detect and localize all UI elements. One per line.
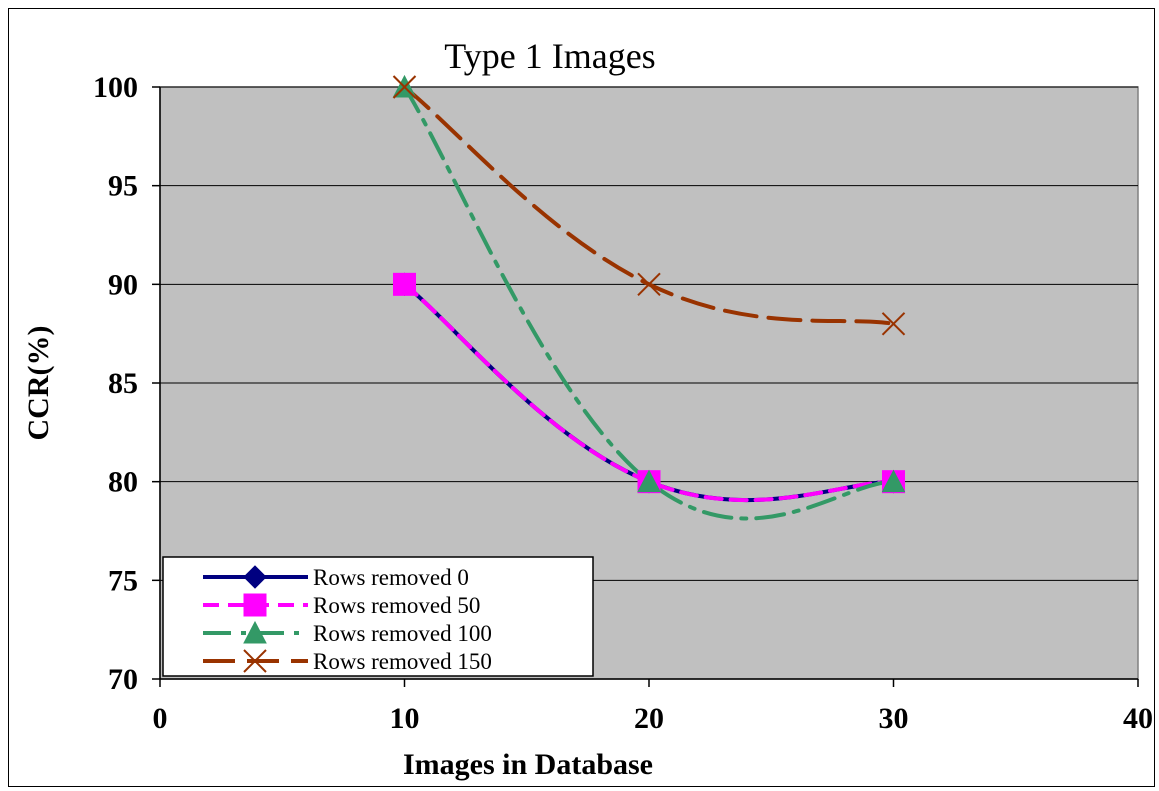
legend-label-2: Rows removed 100 — [313, 621, 492, 646]
series-3-point-1 — [637, 272, 661, 297]
y-tick-label: 100 — [93, 71, 138, 104]
series-1-point-0 — [393, 272, 416, 296]
legend-label-0: Rows removed 0 — [313, 565, 469, 590]
legend-swatch-marker-1 — [243, 593, 267, 617]
legend-swatch-marker-2 — [243, 620, 267, 644]
series-line-2 — [402, 85, 896, 521]
series-markers — [392, 74, 906, 494]
legend-swatch-marker-0 — [243, 565, 267, 589]
marker-stroke — [881, 312, 906, 336]
legend-label-3: Rows removed 150 — [313, 649, 492, 674]
y-tick-label: 90 — [108, 268, 138, 301]
x-axis-title: Images in Database — [403, 748, 653, 781]
series-2-point-1 — [637, 469, 661, 493]
marker-stroke — [637, 272, 661, 297]
x-tick-label: 0 — [153, 702, 168, 735]
marker-stroke — [392, 75, 417, 99]
y-tick-label: 75 — [108, 564, 138, 597]
x-tick-label: 10 — [390, 702, 420, 735]
y-tick-label: 85 — [108, 367, 138, 400]
series-3-point-2 — [881, 312, 906, 336]
series-3-point-0 — [392, 75, 417, 99]
legend-swatch-marker-3 — [243, 649, 267, 673]
x-tick-label: 30 — [879, 702, 909, 735]
y-tick-label: 70 — [108, 663, 138, 696]
axes — [152, 86, 1139, 687]
tick-labels: 70 75 80 85 90 95 100 0 10 20 30 40 — [93, 71, 1153, 735]
legend: Rows removed 0 Rows removed 50 Rows remove… — [162, 556, 594, 677]
series-2-point-2 — [881, 469, 906, 493]
y-axis-title: CCR(%) — [22, 326, 55, 441]
x-tick-label: 20 — [634, 702, 664, 735]
chart-title: Type 1 Images — [444, 36, 655, 76]
y-tick-label: 95 — [108, 170, 138, 203]
x-tick-label: 40 — [1123, 702, 1153, 735]
y-tick-label: 80 — [108, 466, 138, 499]
marker-stroke — [243, 649, 267, 673]
legend-label-1: Rows removed 50 — [313, 593, 480, 618]
